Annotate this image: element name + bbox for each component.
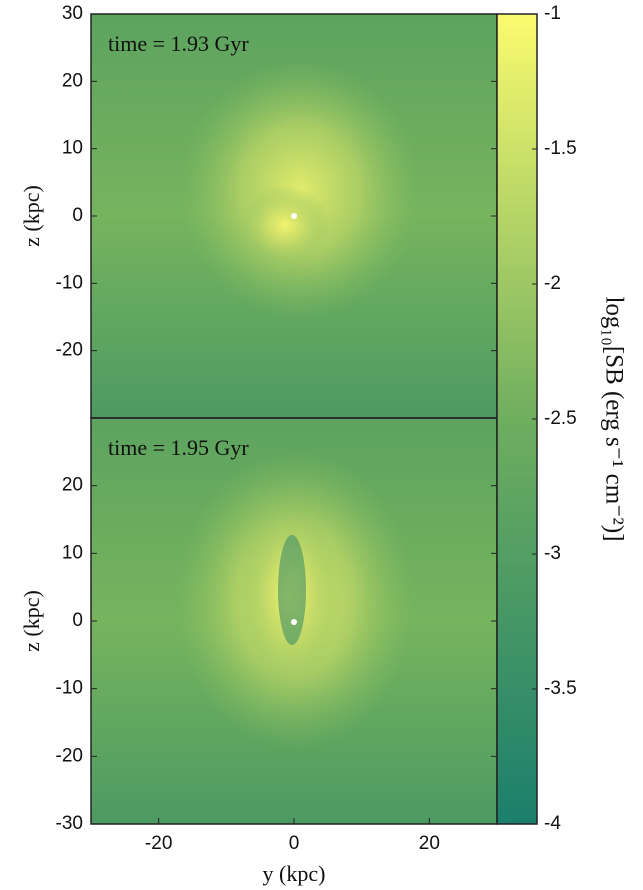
annotation: time = 1.93 Gyr — [108, 31, 249, 56]
jet-channel — [278, 535, 306, 645]
y-tick-label: 20 — [62, 70, 83, 91]
colorbar-tick-label: -4 — [544, 813, 561, 834]
colorbar — [496, 13, 538, 825]
y-tick-label: 0 — [72, 610, 83, 631]
y-tick-label: -30 — [56, 813, 83, 834]
colorbar-label: log₁₀[SB (erg s⁻¹ cm⁻²)] — [600, 296, 627, 541]
y-tick-label: -20 — [56, 340, 83, 361]
y-tick-label: 0 — [72, 205, 83, 226]
y-tick-label: 10 — [62, 542, 83, 563]
colorbar-tick-label: -2.5 — [544, 408, 577, 429]
colorbar-tick-label: -1.5 — [544, 138, 577, 159]
center-marker — [291, 213, 297, 219]
y-axis-label: z (kpc) — [19, 185, 44, 247]
emission-core — [240, 185, 330, 265]
y-tick-label: -10 — [56, 272, 83, 293]
y-tick-label: 30 — [62, 3, 83, 24]
y-tick-label: -20 — [56, 745, 83, 766]
colorbar-tick-label: -1 — [544, 3, 561, 24]
x-tick-label: -20 — [145, 833, 172, 854]
panels — [90, 13, 538, 825]
annotation: time = 1.95 Gyr — [108, 435, 249, 460]
x-tick-label: 20 — [419, 833, 440, 854]
center-marker — [291, 619, 297, 625]
x-axis-label: y (kpc) — [263, 861, 326, 886]
x-tick-label: 0 — [289, 833, 300, 854]
colorbar-tick-label: -3 — [544, 543, 561, 564]
y-axis-label: z (kpc) — [19, 590, 44, 652]
y-tick-label: 20 — [62, 475, 83, 496]
colorbar-tick-label: -2 — [544, 273, 561, 294]
colorbar-tick-label: -3.5 — [544, 678, 577, 699]
y-tick-label: 10 — [62, 138, 83, 159]
y-tick-label: -10 — [56, 678, 83, 699]
